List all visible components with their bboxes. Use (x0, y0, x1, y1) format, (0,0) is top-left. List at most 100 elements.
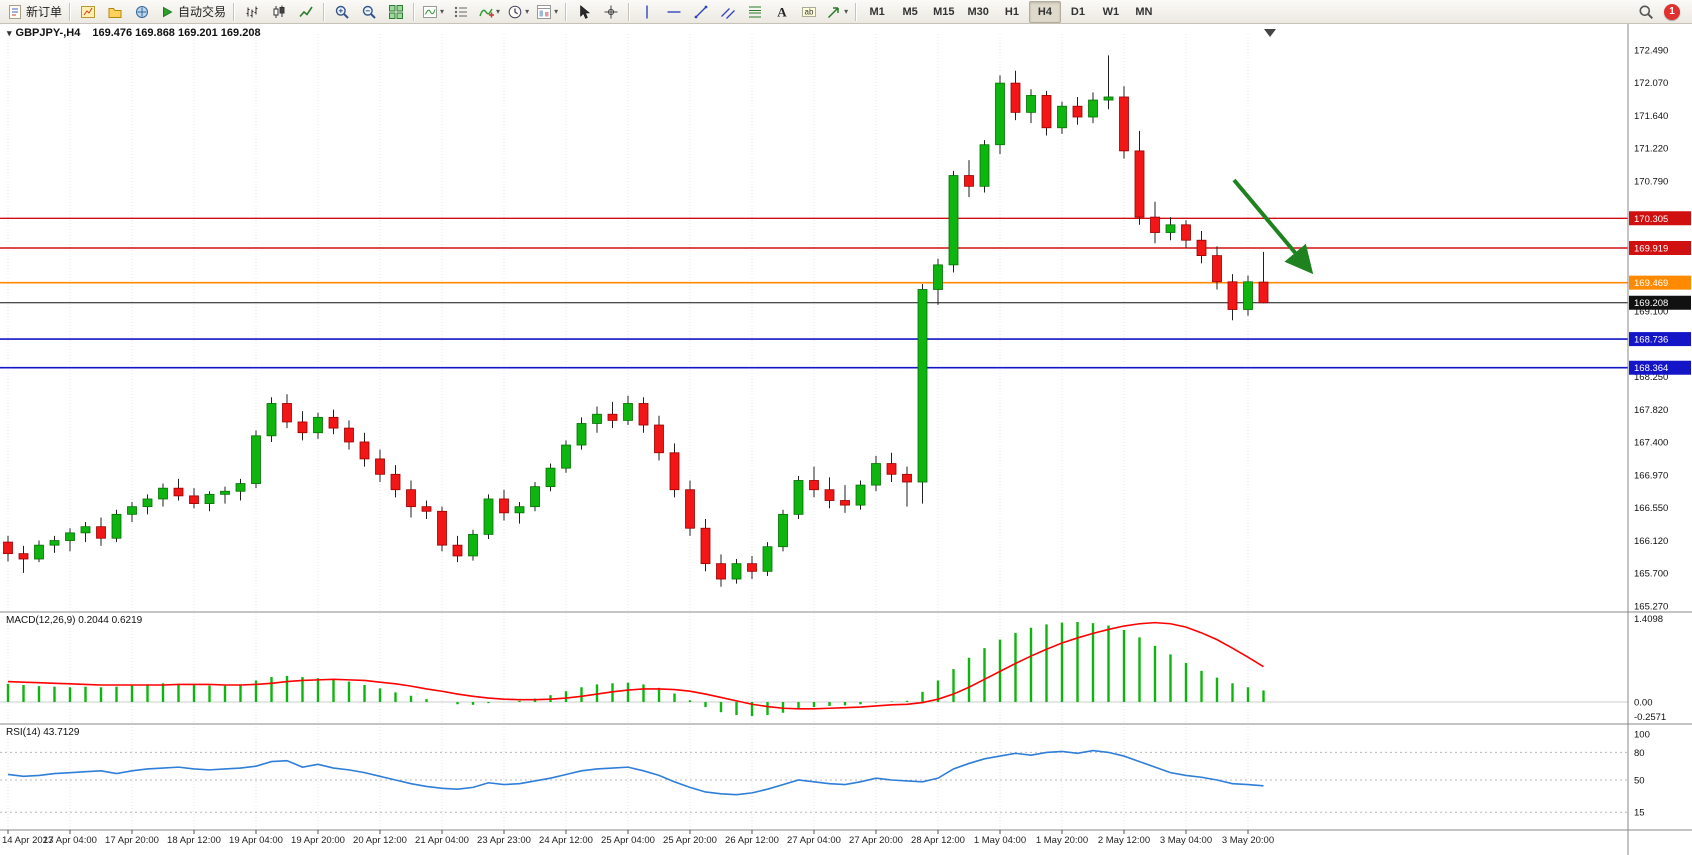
svg-text:1 May 04:00: 1 May 04:00 (974, 835, 1026, 846)
svg-text:17 Apr 04:00: 17 Apr 04:00 (43, 835, 97, 846)
svg-text:50: 50 (1634, 776, 1645, 787)
new-order-button[interactable]: 新订单 (4, 1, 65, 23)
candlestick-chart-button[interactable] (266, 1, 292, 23)
new-order-icon (9, 4, 21, 19)
svg-text:168.364: 168.364 (1634, 363, 1668, 374)
svg-text:166.120: 166.120 (1634, 536, 1668, 547)
svg-text:171.220: 171.220 (1634, 143, 1668, 154)
timeframe-m15-button[interactable]: M15 (933, 5, 955, 18)
svg-text:15: 15 (1634, 808, 1645, 819)
rsi-panel (0, 723, 1692, 813)
line-chart-button[interactable] (293, 1, 319, 23)
candles-icon (273, 5, 285, 18)
horizontal-line-button[interactable] (661, 1, 687, 23)
search-button[interactable] (1633, 1, 1659, 23)
svg-text:14 Apr 2023: 14 Apr 2023 (2, 835, 53, 846)
arrows-icon (828, 6, 839, 18)
svg-text:27 Apr 04:00: 27 Apr 04:00 (787, 835, 841, 846)
tile-icon (389, 4, 404, 19)
svg-text:169.208: 169.208 (1634, 298, 1668, 309)
tile-windows-button[interactable] (383, 1, 409, 23)
text-icon: A (777, 4, 787, 19)
timeframe-w1-button[interactable]: W1 (1102, 5, 1120, 18)
notification-badge[interactable]: 1 (1664, 3, 1680, 20)
templates-button[interactable]: ▾ (533, 1, 561, 23)
trendline-button[interactable] (688, 1, 714, 23)
svg-text:172.070: 172.070 (1634, 78, 1668, 89)
timeframe-mn-button[interactable]: MN (1135, 5, 1153, 18)
svg-text:ab: ab (805, 7, 814, 16)
svg-text:17 Apr 20:00: 17 Apr 20:00 (105, 835, 159, 846)
periods-button[interactable]: ▾ (504, 1, 532, 23)
svg-text:28 Apr 12:00: 28 Apr 12:00 (911, 835, 965, 846)
navigator-button[interactable] (129, 1, 155, 23)
svg-text:3 May 20:00: 3 May 20:00 (1222, 835, 1274, 846)
trend-arrow-annotation[interactable] (1232, 178, 1314, 275)
indicators-icon (423, 5, 438, 18)
cursor-button[interactable] (571, 1, 597, 23)
chevron-down-icon: ▾ (525, 7, 530, 16)
price-axis[interactable]: 172.490 172.070 171.640 171.220 170.790 169.1… (1627, 24, 1692, 855)
profiles-icon (108, 7, 122, 18)
svg-text:170.790: 170.790 (1634, 176, 1668, 187)
chart-shift-marker[interactable] (1264, 29, 1276, 37)
profiles-button[interactable] (102, 1, 128, 23)
arrows-button[interactable]: ▾ (823, 1, 851, 23)
timeframe-m30-button[interactable]: M30 (967, 5, 989, 18)
svg-text:168.736: 168.736 (1634, 335, 1668, 346)
auto-trading-button[interactable]: 自动交易 (156, 1, 229, 23)
text-label-button[interactable]: ab (796, 1, 822, 23)
zoom-in-icon (335, 5, 349, 19)
zoom-out-icon (362, 5, 376, 19)
svg-text:-0.2571: -0.2571 (1634, 712, 1666, 723)
zoom-out-button[interactable] (356, 1, 382, 23)
fibonacci-button[interactable] (742, 1, 768, 23)
add-indicator-button[interactable]: ▾ (475, 1, 503, 23)
new-chart-icon (81, 5, 96, 18)
chart-canvas[interactable]: 172.490 172.070 171.640 171.220 170.790 169.1… (0, 24, 1692, 855)
crosshair-button[interactable] (598, 1, 624, 23)
vertical-line-button[interactable] (634, 1, 660, 23)
svg-text:26 Apr 12:00: 26 Apr 12:00 (725, 835, 779, 846)
svg-text:167.400: 167.400 (1634, 437, 1668, 448)
timeframe-h4-button[interactable]: H4 (1028, 0, 1061, 23)
clock-icon (508, 5, 522, 18)
toolbar-separator (413, 2, 416, 21)
label-icon: ab (802, 6, 817, 17)
svg-text:100: 100 (1634, 730, 1650, 741)
svg-text:0.00: 0.00 (1634, 698, 1653, 709)
svg-text:25 Apr 04:00: 25 Apr 04:00 (601, 835, 655, 846)
level-lines[interactable] (0, 217, 1628, 369)
objects-list-button[interactable] (448, 1, 474, 23)
timeframe-m1-button[interactable]: M1 (869, 5, 885, 18)
svg-text:18 Apr 12:00: 18 Apr 12:00 (167, 835, 221, 846)
cursor-icon (580, 4, 591, 19)
bars-icon (246, 6, 258, 17)
svg-text:27 Apr 20:00: 27 Apr 20:00 (849, 835, 903, 846)
timeframe-h1-button[interactable]: H1 (1004, 5, 1019, 18)
svg-text:24 Apr 12:00: 24 Apr 12:00 (539, 835, 593, 846)
equidistant-channel-button[interactable] (715, 1, 741, 23)
toolbar-separator (855, 2, 858, 21)
indicators-button[interactable]: ▾ (419, 1, 447, 23)
fibo-icon (749, 6, 762, 17)
svg-text:171.640: 171.640 (1634, 111, 1668, 122)
channel-icon (721, 7, 736, 19)
new-chart-button[interactable] (75, 1, 101, 23)
timeframe-d1-button[interactable]: D1 (1070, 5, 1085, 18)
toolbar-button-label: 自动交易 (178, 5, 227, 19)
toolbar-separator (233, 2, 236, 21)
text-button[interactable]: A (769, 1, 795, 23)
zoom-in-button[interactable] (329, 1, 355, 23)
toolbar-separator (323, 2, 326, 21)
timeframe-m5-button[interactable]: M5 (902, 5, 918, 18)
bar-chart-button[interactable] (239, 1, 265, 23)
svg-text:165.700: 165.700 (1634, 568, 1668, 579)
navigator-icon (136, 5, 149, 18)
line-icon (299, 6, 313, 17)
svg-text:19 Apr 04:00: 19 Apr 04:00 (229, 835, 283, 846)
svg-text:A: A (777, 4, 787, 19)
